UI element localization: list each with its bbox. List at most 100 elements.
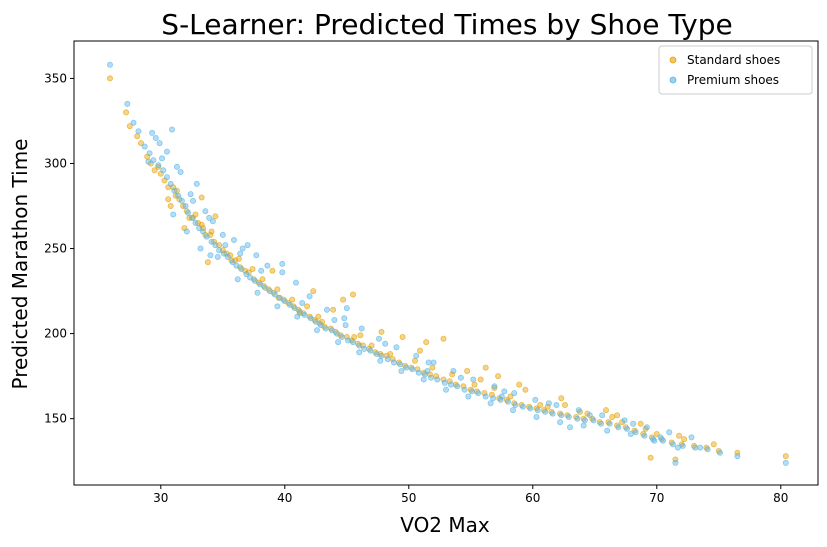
data-point-premium xyxy=(163,174,170,181)
data-point-premium xyxy=(177,168,184,175)
data-point-premium xyxy=(565,413,572,420)
data-point-premium xyxy=(281,298,288,305)
data-point-standard xyxy=(460,383,467,390)
data-point-standard xyxy=(310,288,317,295)
data-point-premium xyxy=(672,459,679,466)
data-point-premium xyxy=(393,344,400,351)
data-point-standard xyxy=(192,211,199,218)
data-point-standard xyxy=(507,393,514,400)
legend: Standard shoes Premium shoes xyxy=(658,45,813,95)
data-point-premium xyxy=(441,379,448,386)
data-point-standard xyxy=(710,441,717,448)
y-tick-label: 150 xyxy=(44,412,67,426)
data-point-standard xyxy=(440,376,447,383)
data-point-premium xyxy=(206,214,213,221)
data-point-premium xyxy=(545,400,552,407)
data-point-premium xyxy=(171,187,178,194)
x-tick-label: 70 xyxy=(649,491,664,505)
data-point-premium xyxy=(377,357,384,364)
data-point-premium xyxy=(470,376,477,383)
legend-marker xyxy=(669,56,677,64)
data-point-premium xyxy=(358,325,365,332)
data-point-premium xyxy=(152,134,159,141)
data-point-standard xyxy=(522,386,529,393)
data-point-premium xyxy=(343,305,350,312)
data-point-standard xyxy=(349,291,356,298)
data-point-premium xyxy=(501,388,508,395)
y-tick-label: 200 xyxy=(44,327,67,341)
data-point-premium xyxy=(398,367,405,374)
data-point-standard xyxy=(471,381,478,388)
data-point-premium xyxy=(674,444,681,451)
data-point-premium xyxy=(220,250,227,257)
data-point-standard xyxy=(603,407,610,414)
data-point-premium xyxy=(367,347,374,354)
data-point-premium xyxy=(657,434,664,441)
data-point-premium xyxy=(256,281,263,288)
data-point-standard xyxy=(123,109,130,116)
data-point-standard xyxy=(198,194,205,201)
data-point-premium xyxy=(158,155,165,162)
data-point-premium xyxy=(188,214,195,221)
data-point-standard xyxy=(208,228,215,235)
data-point-premium xyxy=(301,311,308,318)
data-point-premium xyxy=(222,242,229,249)
data-point-premium xyxy=(253,252,260,259)
legend-label: Premium shoes xyxy=(687,73,779,87)
data-point-premium xyxy=(734,453,741,460)
data-point-premium xyxy=(199,228,206,235)
data-point-standard xyxy=(416,347,423,354)
data-point-premium xyxy=(669,441,676,448)
data-point-premium xyxy=(666,429,673,436)
data-point-standard xyxy=(274,286,281,293)
data-point-premium xyxy=(160,167,167,174)
data-point-premium xyxy=(615,424,622,431)
data-point-premium xyxy=(197,245,204,252)
data-point-premium xyxy=(382,340,389,347)
data-point-premium xyxy=(599,412,606,419)
data-point-premium xyxy=(224,253,231,260)
data-point-standard xyxy=(482,364,489,371)
x-tick-label: 80 xyxy=(773,491,788,505)
data-point-premium xyxy=(558,412,565,419)
data-point-premium xyxy=(135,128,142,135)
data-point-standard xyxy=(477,376,484,383)
data-point-premium xyxy=(185,209,192,216)
y-axis-label: Predicted Marathon Time xyxy=(8,139,32,390)
data-point-premium xyxy=(207,252,214,259)
data-point-standard xyxy=(137,140,144,147)
data-point-premium xyxy=(313,327,320,334)
data-point-premium xyxy=(498,393,505,400)
data-point-premium xyxy=(187,191,194,198)
data-point-premium xyxy=(331,316,338,323)
data-point-premium xyxy=(323,306,330,313)
data-point-premium xyxy=(375,335,382,342)
data-point-premium xyxy=(621,417,628,424)
data-point-premium xyxy=(425,359,432,366)
data-point-premium xyxy=(279,269,286,276)
data-point-premium xyxy=(487,400,494,407)
data-point-standard xyxy=(167,202,174,209)
data-point-premium xyxy=(704,446,711,453)
data-point-standard xyxy=(204,259,211,266)
data-point-premium xyxy=(527,405,534,412)
data-point-premium xyxy=(533,413,540,420)
data-point-premium xyxy=(107,61,114,68)
data-point-standard xyxy=(378,328,385,335)
data-point-standard xyxy=(155,163,162,170)
data-point-premium xyxy=(328,327,335,334)
data-point-premium xyxy=(430,359,437,366)
data-point-premium xyxy=(322,325,329,332)
data-point-premium xyxy=(424,367,431,374)
data-point-premium xyxy=(349,339,356,346)
data-point-standard xyxy=(351,333,358,340)
data-point-standard xyxy=(495,373,502,380)
plot-frame xyxy=(73,40,819,486)
data-point-standard xyxy=(423,339,430,346)
data-point-premium xyxy=(229,259,236,266)
data-point-premium xyxy=(580,422,587,429)
data-point-premium xyxy=(461,386,468,393)
data-point-premium xyxy=(390,359,397,366)
data-point-premium xyxy=(254,289,261,296)
data-point-premium xyxy=(428,374,435,381)
